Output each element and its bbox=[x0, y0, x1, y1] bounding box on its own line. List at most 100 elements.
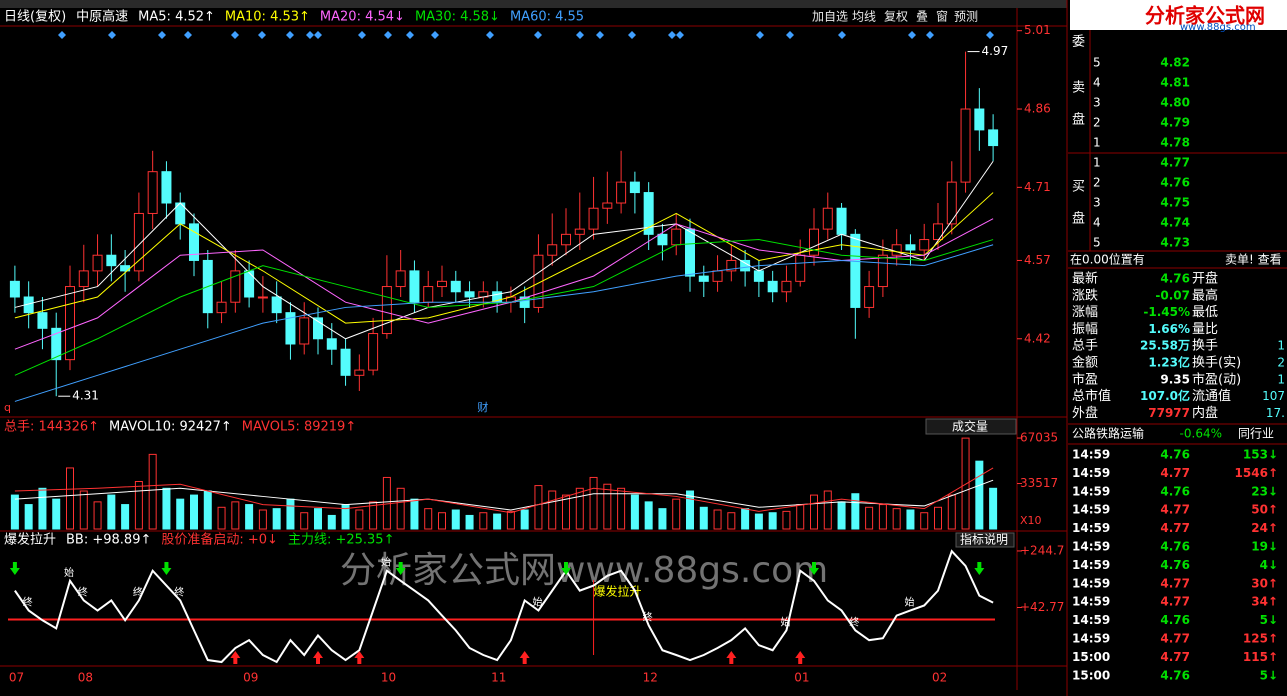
toolbar-button[interactable]: 复权 bbox=[884, 10, 908, 24]
volume-bar bbox=[754, 513, 763, 530]
volume-bar bbox=[975, 460, 984, 530]
industry-name: 公路铁路运输 bbox=[1072, 426, 1144, 441]
quote-label: 市盈 bbox=[1072, 371, 1098, 387]
toolbar-button[interactable]: 均线 bbox=[852, 10, 876, 24]
volume-selector[interactable]: 成交量 bbox=[952, 419, 988, 434]
indicator-help[interactable]: 指标说明 bbox=[960, 532, 1008, 547]
candle-body bbox=[161, 171, 172, 204]
volume-bar bbox=[644, 501, 653, 530]
toolbar-button[interactable]: 加自选 bbox=[812, 10, 848, 24]
candle-body bbox=[767, 280, 778, 293]
candle-body bbox=[354, 369, 365, 376]
signal-diamond bbox=[358, 31, 366, 39]
candle-body bbox=[877, 254, 888, 288]
tick-time: 14:59 bbox=[1072, 576, 1110, 590]
candle-body bbox=[643, 192, 654, 235]
tick-volume: 1546↑ bbox=[1235, 466, 1278, 480]
signal-diamond bbox=[756, 31, 764, 39]
candle-body bbox=[960, 108, 971, 183]
candle-body bbox=[905, 244, 916, 251]
candle-body bbox=[437, 280, 447, 288]
candle-body bbox=[629, 181, 640, 194]
quote-label2: 开盘 bbox=[1192, 271, 1218, 287]
tick-time: 15:00 bbox=[1072, 668, 1110, 682]
volume-bar bbox=[66, 467, 74, 530]
bb-legend: BB: +98.89↑ bbox=[66, 533, 151, 548]
help-box bbox=[955, 532, 1015, 548]
industry-button[interactable]: 同行业 bbox=[1238, 427, 1274, 441]
signal-diamond bbox=[596, 31, 604, 39]
candle-body bbox=[37, 312, 48, 329]
tick-time: 14:59 bbox=[1072, 632, 1110, 646]
volume-bar bbox=[176, 498, 185, 530]
candle-body bbox=[326, 338, 337, 350]
volume-bar bbox=[134, 481, 143, 530]
volume-bar bbox=[782, 510, 791, 530]
candle-body bbox=[685, 228, 695, 277]
logo-title: 分析家公式网 bbox=[1145, 4, 1265, 28]
buy-arrow bbox=[726, 651, 737, 664]
volume-bar bbox=[617, 487, 626, 530]
quote-value: 1.23亿 bbox=[1148, 355, 1190, 370]
signal-glyph: 始 bbox=[64, 566, 74, 579]
x-tick-label: 07 bbox=[9, 671, 24, 685]
candle-body bbox=[381, 286, 392, 335]
candle-body bbox=[795, 254, 806, 282]
candle-body bbox=[753, 270, 764, 282]
signal-glyph: 终 bbox=[174, 585, 184, 598]
tick-price: 4.77 bbox=[1160, 576, 1190, 590]
book-level: 2 bbox=[1093, 116, 1101, 130]
tick-volume: 23↓ bbox=[1251, 484, 1278, 498]
tick-time: 14:59 bbox=[1072, 484, 1110, 498]
book-price: 4.82 bbox=[1160, 56, 1190, 70]
finance-marker: 财 bbox=[477, 400, 488, 414]
corner-label: q bbox=[4, 401, 11, 414]
toolbar-button[interactable]: 窗 bbox=[936, 10, 948, 24]
candle-body bbox=[698, 275, 709, 282]
sell-arrow bbox=[395, 562, 406, 575]
candle-body bbox=[561, 233, 571, 246]
signal-glyph: 终 bbox=[23, 595, 33, 608]
volume-multiplier: X10 bbox=[1020, 514, 1042, 527]
y-tick-label: +244.7 bbox=[1020, 543, 1064, 557]
x-tick-label: 10 bbox=[381, 671, 396, 685]
volume-bar bbox=[314, 508, 322, 530]
volume-bar bbox=[520, 509, 529, 530]
volume-bar bbox=[727, 512, 736, 530]
sell-label: 盘 bbox=[1072, 112, 1085, 128]
signal-diamond bbox=[108, 31, 116, 39]
buy-arrow bbox=[313, 651, 323, 664]
y-tick-label: +42.77 bbox=[1020, 600, 1064, 614]
tick-volume: 5↓ bbox=[1260, 613, 1278, 627]
tick-time: 14:59 bbox=[1072, 613, 1110, 627]
volume-bar bbox=[121, 504, 130, 530]
signal-diamond bbox=[786, 31, 794, 39]
toolbar-button[interactable]: 叠 bbox=[916, 10, 928, 24]
selector-box bbox=[925, 418, 1017, 435]
quote-value2: 107 bbox=[1262, 389, 1285, 403]
volume-bar bbox=[272, 508, 281, 530]
x-tick-label: 09 bbox=[243, 671, 258, 685]
period: 日线(复权) bbox=[4, 9, 66, 25]
quote-label2: 最低 bbox=[1192, 305, 1218, 320]
candle-body bbox=[809, 228, 819, 256]
volume-bar bbox=[699, 506, 708, 530]
quote-label2: 内盘 bbox=[1192, 405, 1218, 421]
tick-time: 14:59 bbox=[1072, 558, 1110, 572]
signal-diamond bbox=[258, 31, 266, 39]
candle-body bbox=[51, 327, 62, 361]
price-annotation: 4.31 bbox=[72, 389, 99, 403]
signal-glyph: 始 bbox=[904, 595, 914, 608]
candle-body bbox=[726, 259, 737, 272]
x-tick-label: 12 bbox=[643, 671, 658, 685]
quote-label: 外盘 bbox=[1072, 405, 1098, 421]
quote-value: 77977 bbox=[1148, 406, 1190, 420]
candle-body bbox=[78, 270, 89, 288]
tick-price: 4.76 bbox=[1160, 613, 1190, 627]
candle-body bbox=[547, 244, 558, 256]
tick-time: 14:59 bbox=[1072, 503, 1110, 517]
tick-price: 4.77 bbox=[1160, 521, 1190, 535]
toolbar-button[interactable]: 预测 bbox=[954, 10, 978, 24]
signal-diamond bbox=[986, 31, 994, 39]
mavol-line bbox=[14, 467, 994, 514]
